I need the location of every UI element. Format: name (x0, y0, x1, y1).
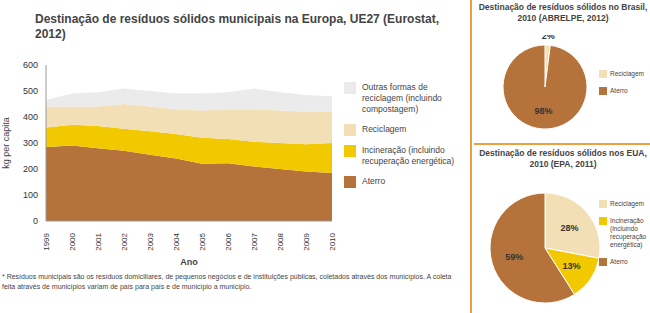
svg-text:2000: 2000 (68, 232, 77, 250)
html-text:Destinação de resíduos sólidos: Destinação de resíduos sólidos nos EUA, … (479, 148, 647, 169)
svg-text:2005: 2005 (198, 232, 207, 250)
svg-text:400: 400 (23, 112, 38, 122)
html-text:Reciclagem: Reciclagem (610, 70, 644, 77)
html-text:Incineração (incluindo recuper: Incineração (incluindo recuperação energ… (362, 145, 455, 166)
svg-text:59%: 59% (505, 252, 523, 262)
html-text:Incineração (incluindo recuper: Incineração (incluindo recuperação energ… (610, 217, 647, 248)
html-text:Reciclagem: Reciclagem (362, 124, 407, 134)
svg-text:200: 200 (23, 164, 38, 174)
html-text:Reciclagem: Reciclagem (610, 200, 644, 207)
svg-text:0: 0 (33, 216, 38, 226)
html-text:* Resíduos municipais são os r: * Resíduos municipais são os resíduos do… (2, 273, 452, 290)
svg-text:2007: 2007 (250, 232, 259, 250)
svg-text:2010: 2010 (328, 232, 337, 250)
html-text:Destinação de resíduos sólidos: Destinação de resíduos sólidos no Brasil… (478, 2, 648, 23)
svg-text:2003: 2003 (146, 232, 155, 250)
html-text:Aterro: Aterro (362, 176, 386, 186)
svg-text:28%: 28% (561, 223, 579, 233)
svg-text:600: 600 (23, 60, 38, 70)
html-text:Destinação de resíduos sólidos: Destinação de resíduos sólidos municipai… (35, 12, 440, 41)
svg-text:13%: 13% (562, 261, 580, 271)
svg-text:98%: 98% (534, 106, 552, 116)
svg-text:300: 300 (23, 138, 38, 148)
svg-text:2009: 2009 (302, 232, 311, 250)
svg-text:2008: 2008 (276, 232, 285, 250)
svg-text:2006: 2006 (224, 232, 233, 250)
svg-text:2004: 2004 (172, 232, 181, 250)
html-text:Aterro: Aterro (610, 87, 628, 94)
html-text:Outras formas de reciclagem (i: Outras formas de reciclagem (incluindo c… (362, 82, 442, 114)
svg-text:2002: 2002 (120, 232, 129, 250)
svg-text:500: 500 (23, 86, 38, 96)
svg-text:Ano: Ano (180, 257, 198, 265)
html-text:Aterro: Aterro (610, 258, 628, 265)
svg-text:2001: 2001 (94, 232, 103, 250)
svg-text:2%: 2% (542, 35, 555, 41)
svg-text:kg per capita: kg per capita (8, 117, 11, 169)
svg-text:100: 100 (23, 190, 38, 200)
svg-text:1999: 1999 (42, 232, 51, 250)
